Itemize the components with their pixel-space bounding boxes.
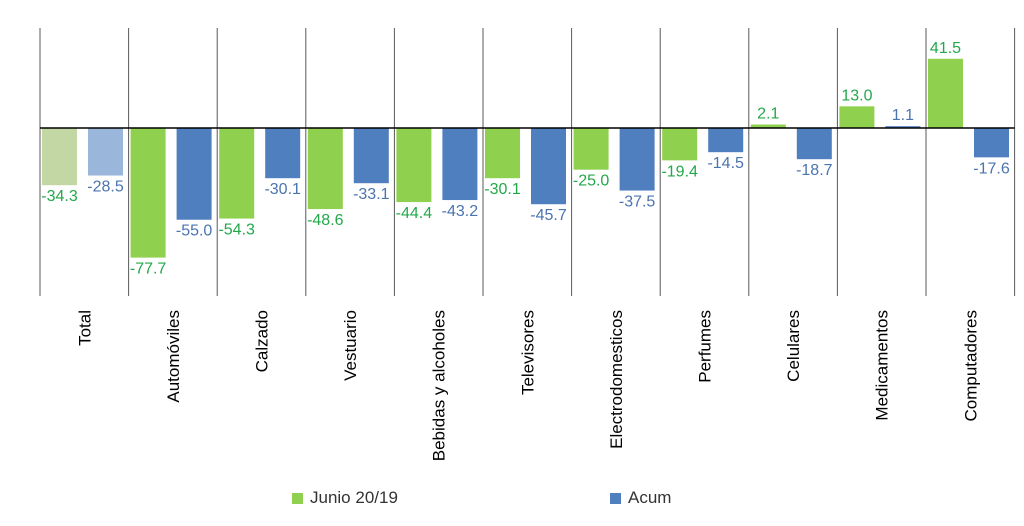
bar-acum [974, 128, 1009, 158]
data-label-junio: 13.0 [841, 87, 872, 104]
category-label: Bebidas y alcoholes [430, 310, 449, 461]
bar-junio [839, 106, 875, 128]
category-label: Computadores [961, 310, 980, 422]
data-label-junio: -48.6 [307, 212, 344, 229]
data-label-junio: -30.1 [484, 181, 521, 198]
legend-swatch-junio [292, 492, 303, 504]
bar-junio [396, 128, 432, 203]
bar-acum [176, 128, 212, 220]
legend-swatch-acum [610, 492, 621, 504]
bar-acum [531, 128, 566, 205]
data-label-junio: -34.3 [41, 188, 78, 205]
bar-junio [307, 128, 343, 210]
legend-item-acum: Acum [610, 488, 671, 508]
data-label-acum: -43.2 [442, 203, 479, 220]
data-label-acum: -28.5 [87, 179, 124, 196]
bar-acum [265, 128, 301, 179]
bar-acum [353, 128, 389, 184]
bar-acum [88, 128, 123, 176]
category-label: Automóviles [164, 310, 183, 403]
data-label-acum: -18.7 [796, 162, 833, 179]
data-label-acum: -30.1 [264, 181, 301, 198]
bar-junio [662, 128, 698, 161]
data-label-acum: -37.5 [619, 194, 656, 211]
category-label: Total [75, 310, 94, 346]
data-label-junio: 41.5 [930, 40, 961, 57]
category-label: Vestuario [341, 310, 360, 381]
bar-junio [219, 128, 255, 219]
category-label: Celulares [784, 310, 803, 382]
chart-legend: Junio 20/19 Acum [0, 488, 1024, 518]
legend-label-junio: Junio 20/19 [310, 488, 398, 507]
data-label-junio: -77.7 [130, 261, 167, 278]
data-label-junio: -54.3 [218, 222, 255, 239]
bar-junio [485, 128, 520, 179]
data-label-acum: 1.1 [892, 107, 914, 124]
category-label: Electrodomesticos [607, 310, 626, 449]
data-label-junio: -25.0 [573, 173, 610, 190]
data-label-junio: -44.4 [396, 205, 433, 222]
legend-label-acum: Acum [628, 488, 672, 507]
data-label-acum: -55.0 [176, 223, 213, 240]
data-label-junio: -19.4 [661, 163, 698, 180]
category-label: Televisores [518, 310, 537, 395]
bar-acum [885, 126, 921, 128]
bar-junio [573, 128, 609, 170]
category-label: Perfumes [696, 310, 715, 383]
category-label: Medicamentos [873, 310, 892, 421]
bar-junio [130, 128, 166, 258]
bar-acum [619, 128, 655, 191]
bar-junio [42, 128, 77, 186]
bar-acum [442, 128, 478, 201]
data-label-junio: 2.1 [757, 105, 779, 122]
data-label-acum: -45.7 [530, 207, 567, 224]
data-label-acum: -17.6 [973, 160, 1010, 177]
bar-acum [708, 128, 744, 153]
data-label-acum: -33.1 [353, 186, 390, 203]
data-label-acum: -14.5 [707, 155, 744, 172]
category-label: Calzado [253, 310, 272, 372]
bar-acum [796, 128, 832, 160]
legend-item-junio: Junio 20/19 [292, 488, 398, 508]
bar-junio [750, 124, 786, 128]
bar-junio [928, 58, 963, 128]
